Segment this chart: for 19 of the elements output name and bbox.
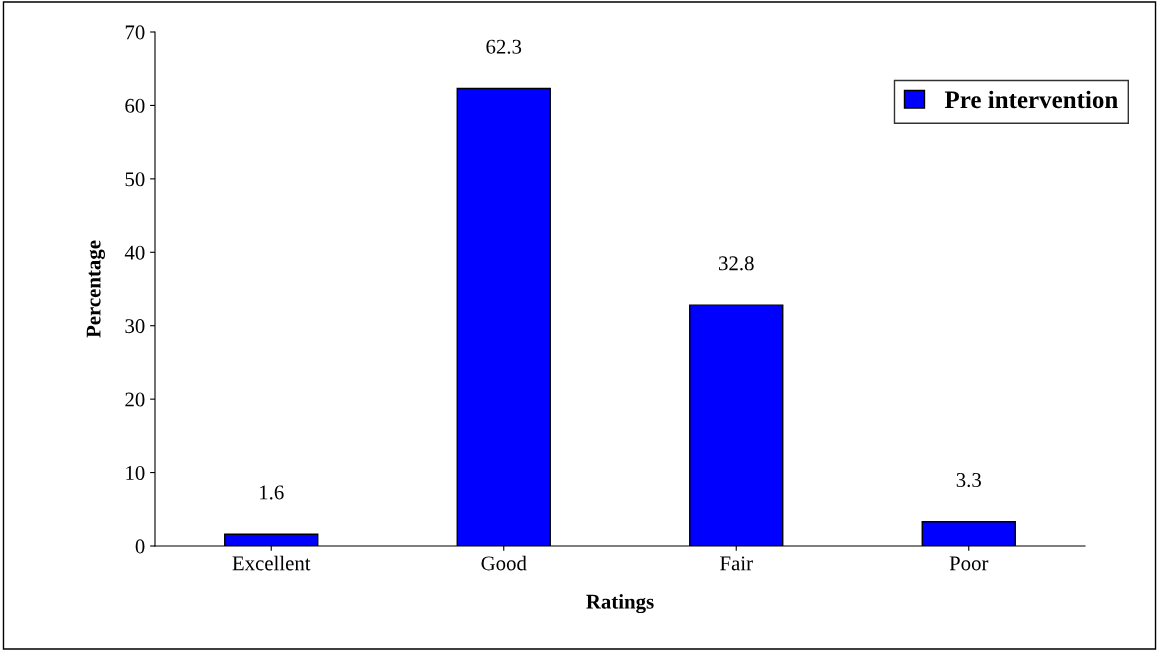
x-axis-title: Ratings <box>586 594 654 614</box>
y-tick-label: 40 <box>124 245 145 260</box>
y-tick-label: 30 <box>125 319 145 334</box>
y-tick-label: 60 <box>125 98 145 113</box>
data-label: 62.3 <box>486 39 522 54</box>
legend-label: Pre intervention <box>944 90 1118 109</box>
y-axis-title: Percentage <box>86 240 105 338</box>
y-tick-label: 0 <box>135 539 145 554</box>
data-label: 32.8 <box>719 256 754 271</box>
x-tick-label: Poor <box>949 556 989 571</box>
y-tick-label: 20 <box>125 392 145 407</box>
y-tick-label: 50 <box>125 172 145 187</box>
x-tick-label: Excellent <box>232 555 311 571</box>
x-tick-label: Fair <box>720 556 753 571</box>
y-tick-label: 70 <box>125 25 145 40</box>
data-label: 1.6 <box>260 485 284 500</box>
y-tick-label: 10 <box>126 465 145 480</box>
x-tick-label: Good <box>481 555 527 571</box>
data-label: 3.3 <box>956 472 981 488</box>
